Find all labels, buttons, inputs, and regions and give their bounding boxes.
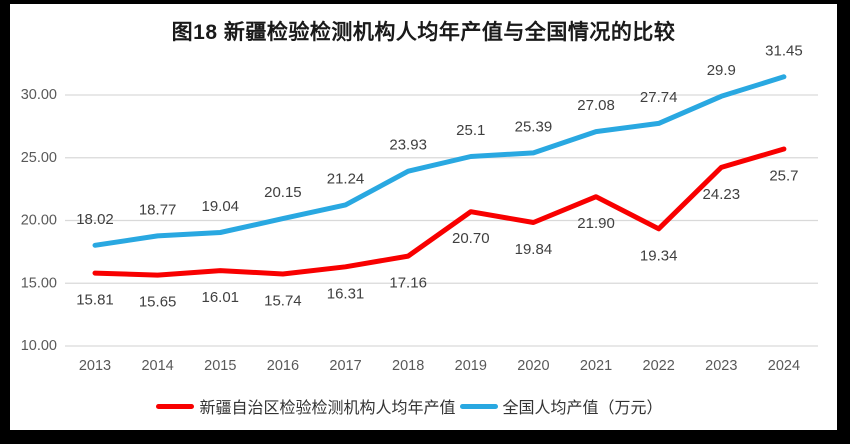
data-label-series0-2023: 24.23 [703,186,741,203]
legend-label-xinjiang: 新疆自治区检验检测机构人均年产值 [199,400,456,417]
line-chart-plot-area: 10.00 15.00 20.00 25.00 30.00 2013 2014 2015 201… [21,42,818,374]
data-label-series1-2016: 20.15 [264,184,302,201]
data-label-series0-2018: 17.16 [389,275,427,292]
data-label-series1-2017: 21.24 [327,170,365,187]
data-label-series1-2018: 23.93 [389,137,427,154]
data-label-series0-2017: 16.31 [327,285,365,302]
data-label-series0-2024: 25.7 [769,167,798,184]
y-axis-tick-label: 30.00 [21,87,57,103]
chart-frame: 图18 新疆检验检测机构人均年产值与全国情况的比较 10.00 15.00 20.0… [10,4,837,430]
x-axis-tick-label-2014: 2014 [141,358,173,374]
series-line-1 [92,74,787,248]
data-label-series1-2023: 29.9 [707,62,736,79]
data-label-series0-2014: 15.65 [139,294,177,311]
x-axis-tick-label-2013: 2013 [79,358,111,374]
chart-legend: 新疆自治区检验检测机构人均年产值 全国人均产值（万元） [10,394,837,418]
data-label-series0-2015: 16.01 [201,289,239,306]
legend-swatch-national-icon [459,403,498,409]
legend-item-xinjiang: 新疆自治区检验检测机构人均年产值 [156,394,456,418]
y-axis-tick-label: 25.00 [21,150,57,166]
legend-item-national: 全国人均产值（万元） [459,394,663,418]
data-label-series1-2015: 19.04 [201,198,239,215]
y-axis-tick-label: 15.00 [21,275,57,291]
legend-swatch-xinjiang-icon [156,403,195,409]
x-axis-tick-label-2015: 2015 [204,358,236,374]
data-label-series0-2013: 15.81 [76,292,114,309]
data-label-series0-2022: 19.34 [640,247,678,264]
x-axis-tick-label-2023: 2023 [705,358,737,374]
data-label-series1-2014: 18.77 [139,201,177,218]
y-axis-tick-label: 10.00 [21,338,57,354]
data-label-series1-2020: 25.39 [515,118,553,135]
data-label-series1-2024: 31.45 [765,42,803,59]
x-axis-tick-label-2016: 2016 [267,358,299,374]
x-axis-tick-label-2021: 2021 [580,358,612,374]
data-label-series1-2019: 25.1 [456,122,485,139]
x-axis-tick-label-2022: 2022 [643,358,675,374]
x-axis-tick-label-2024: 2024 [768,358,800,374]
x-axis-tick-label-2017: 2017 [329,358,361,374]
y-axis-tick-label: 20.00 [21,213,57,229]
data-label-series1-2021: 27.08 [577,97,615,114]
data-label-series0-2020: 19.84 [515,241,553,258]
data-label-series1-2013: 18.02 [76,211,114,228]
x-axis-tick-label-2018: 2018 [392,358,424,374]
data-label-series1-2022: 27.74 [640,89,678,106]
legend-label-national: 全国人均产值（万元） [502,400,663,417]
data-label-series0-2016: 15.74 [264,292,302,309]
chart-title: 图18 新疆检验检测机构人均年产值与全国情况的比较 [171,21,676,44]
data-label-series0-2019: 20.70 [452,230,490,247]
x-axis-tick-label-2020: 2020 [517,358,549,374]
series-line-0 [92,146,787,278]
data-label-series0-2021: 21.90 [577,215,615,232]
x-axis-tick-label-2019: 2019 [455,358,487,374]
